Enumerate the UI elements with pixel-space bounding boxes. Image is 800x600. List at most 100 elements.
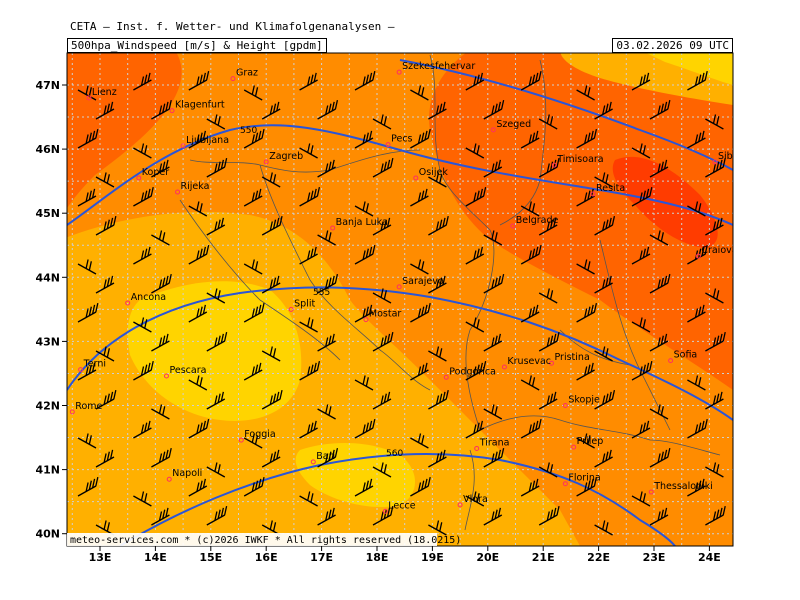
- wind-barb: [483, 230, 503, 246]
- city-marker: [163, 373, 169, 379]
- wind-barb: [243, 128, 265, 149]
- lat-tick-label: 46N: [35, 143, 60, 156]
- city-marker: [180, 143, 186, 149]
- city-label: Foggia: [244, 429, 275, 440]
- lat-lon-grid: [67, 53, 733, 546]
- wind-barb: [354, 130, 374, 149]
- city-marker: [396, 69, 402, 75]
- wind-barb: [299, 246, 318, 265]
- city-marker: [238, 437, 244, 443]
- city-marker: [396, 284, 402, 290]
- city-marker: [695, 253, 701, 259]
- wind-barb: [243, 188, 263, 207]
- wind-barb: [133, 317, 152, 333]
- wind-barb: [428, 275, 447, 294]
- city-label: Napoli: [172, 468, 202, 479]
- city-label: Pescara: [169, 365, 206, 376]
- wind-barb: [465, 420, 485, 439]
- city-label: Lecce: [388, 500, 415, 511]
- wind-barb: [520, 478, 540, 497]
- wind-barb: [372, 157, 394, 178]
- wind-barb: [95, 449, 115, 468]
- wind-barb: [317, 159, 336, 178]
- wind-barb: [77, 476, 99, 497]
- wind-barb: [299, 186, 321, 207]
- wind-barb: [576, 362, 595, 381]
- wind-barb: [188, 375, 208, 391]
- wind-barb: [372, 217, 392, 236]
- wind-barb: [705, 505, 726, 526]
- wind-barb: [151, 447, 172, 468]
- city-label: Sofia: [674, 350, 698, 361]
- wind-barb: [538, 114, 558, 130]
- lon-tick-label: 20E: [476, 551, 499, 564]
- city-marker: [175, 189, 181, 195]
- wind-barb: [151, 333, 170, 352]
- wind-barb: [428, 449, 447, 468]
- city-label: Resita: [596, 183, 625, 194]
- wind-barb: [354, 70, 376, 91]
- wind-barb: [631, 360, 653, 381]
- wind-barb: [483, 507, 503, 526]
- city-label: Florina: [568, 473, 600, 484]
- wind-barb: [649, 333, 669, 352]
- wind-barb: [465, 246, 485, 265]
- wind-barb: [77, 128, 99, 149]
- wind-barb: [261, 215, 283, 236]
- city-marker: [413, 175, 419, 181]
- city-label: Timisoara: [556, 154, 603, 165]
- city-label: Split: [294, 298, 315, 309]
- city-label: Lienz: [92, 87, 117, 98]
- wind-barb: [261, 172, 281, 188]
- lat-tick-label: 47N: [35, 79, 60, 92]
- contour-line-560: [119, 452, 676, 546]
- wind-barb: [372, 462, 392, 478]
- wind-barb: [261, 449, 281, 468]
- wind-barb: [428, 215, 449, 236]
- wind-barb: [372, 505, 394, 526]
- wind-barb: [649, 447, 671, 468]
- wind-barb: [705, 288, 724, 304]
- wind-barb: [705, 331, 726, 352]
- wind-barb: [465, 360, 487, 381]
- city-marker: [86, 95, 92, 101]
- city-marker: [330, 225, 336, 231]
- wind-barb: [520, 418, 542, 439]
- wind-barb: [410, 85, 429, 101]
- wind-barb: [576, 128, 598, 149]
- city-label: Graz: [236, 68, 258, 79]
- wind-barb: [631, 72, 651, 91]
- city-marker: [385, 142, 391, 148]
- wind-barb: [317, 507, 336, 526]
- lat-tick-label: 45N: [35, 207, 60, 220]
- city-label: Sarajevo: [402, 276, 444, 287]
- wind-barb: [687, 201, 706, 217]
- wind-barb: [410, 476, 431, 497]
- wind-barb: [317, 273, 339, 294]
- wind-barb: [465, 491, 485, 507]
- contour-line-545: [399, 59, 733, 171]
- wind-barb: [95, 172, 115, 188]
- wind-barb: [206, 391, 226, 410]
- wind-barb: [594, 449, 613, 468]
- wind-barb: [410, 188, 429, 207]
- wind-barb: [261, 389, 283, 410]
- wind-barb: [538, 217, 558, 236]
- wind-barb: [576, 476, 598, 497]
- city-label: Ancona: [131, 292, 166, 303]
- wind-barb: [95, 389, 117, 410]
- contour-label-550: 550: [240, 126, 257, 136]
- wind-barb: [133, 72, 152, 91]
- lon-tick-label: 17E: [310, 551, 333, 564]
- wind-barb: [576, 302, 598, 323]
- wind-barb: [483, 333, 503, 352]
- wind-barb: [188, 130, 208, 149]
- city-label: Terni: [83, 359, 106, 370]
- wind-barb: [206, 157, 228, 178]
- city-marker: [78, 367, 84, 373]
- city-marker: [648, 489, 654, 495]
- wind-barb: [77, 188, 97, 207]
- wind-barb: [354, 375, 374, 391]
- wind-barb: [649, 507, 669, 526]
- city-label: Banja Luka: [336, 217, 388, 228]
